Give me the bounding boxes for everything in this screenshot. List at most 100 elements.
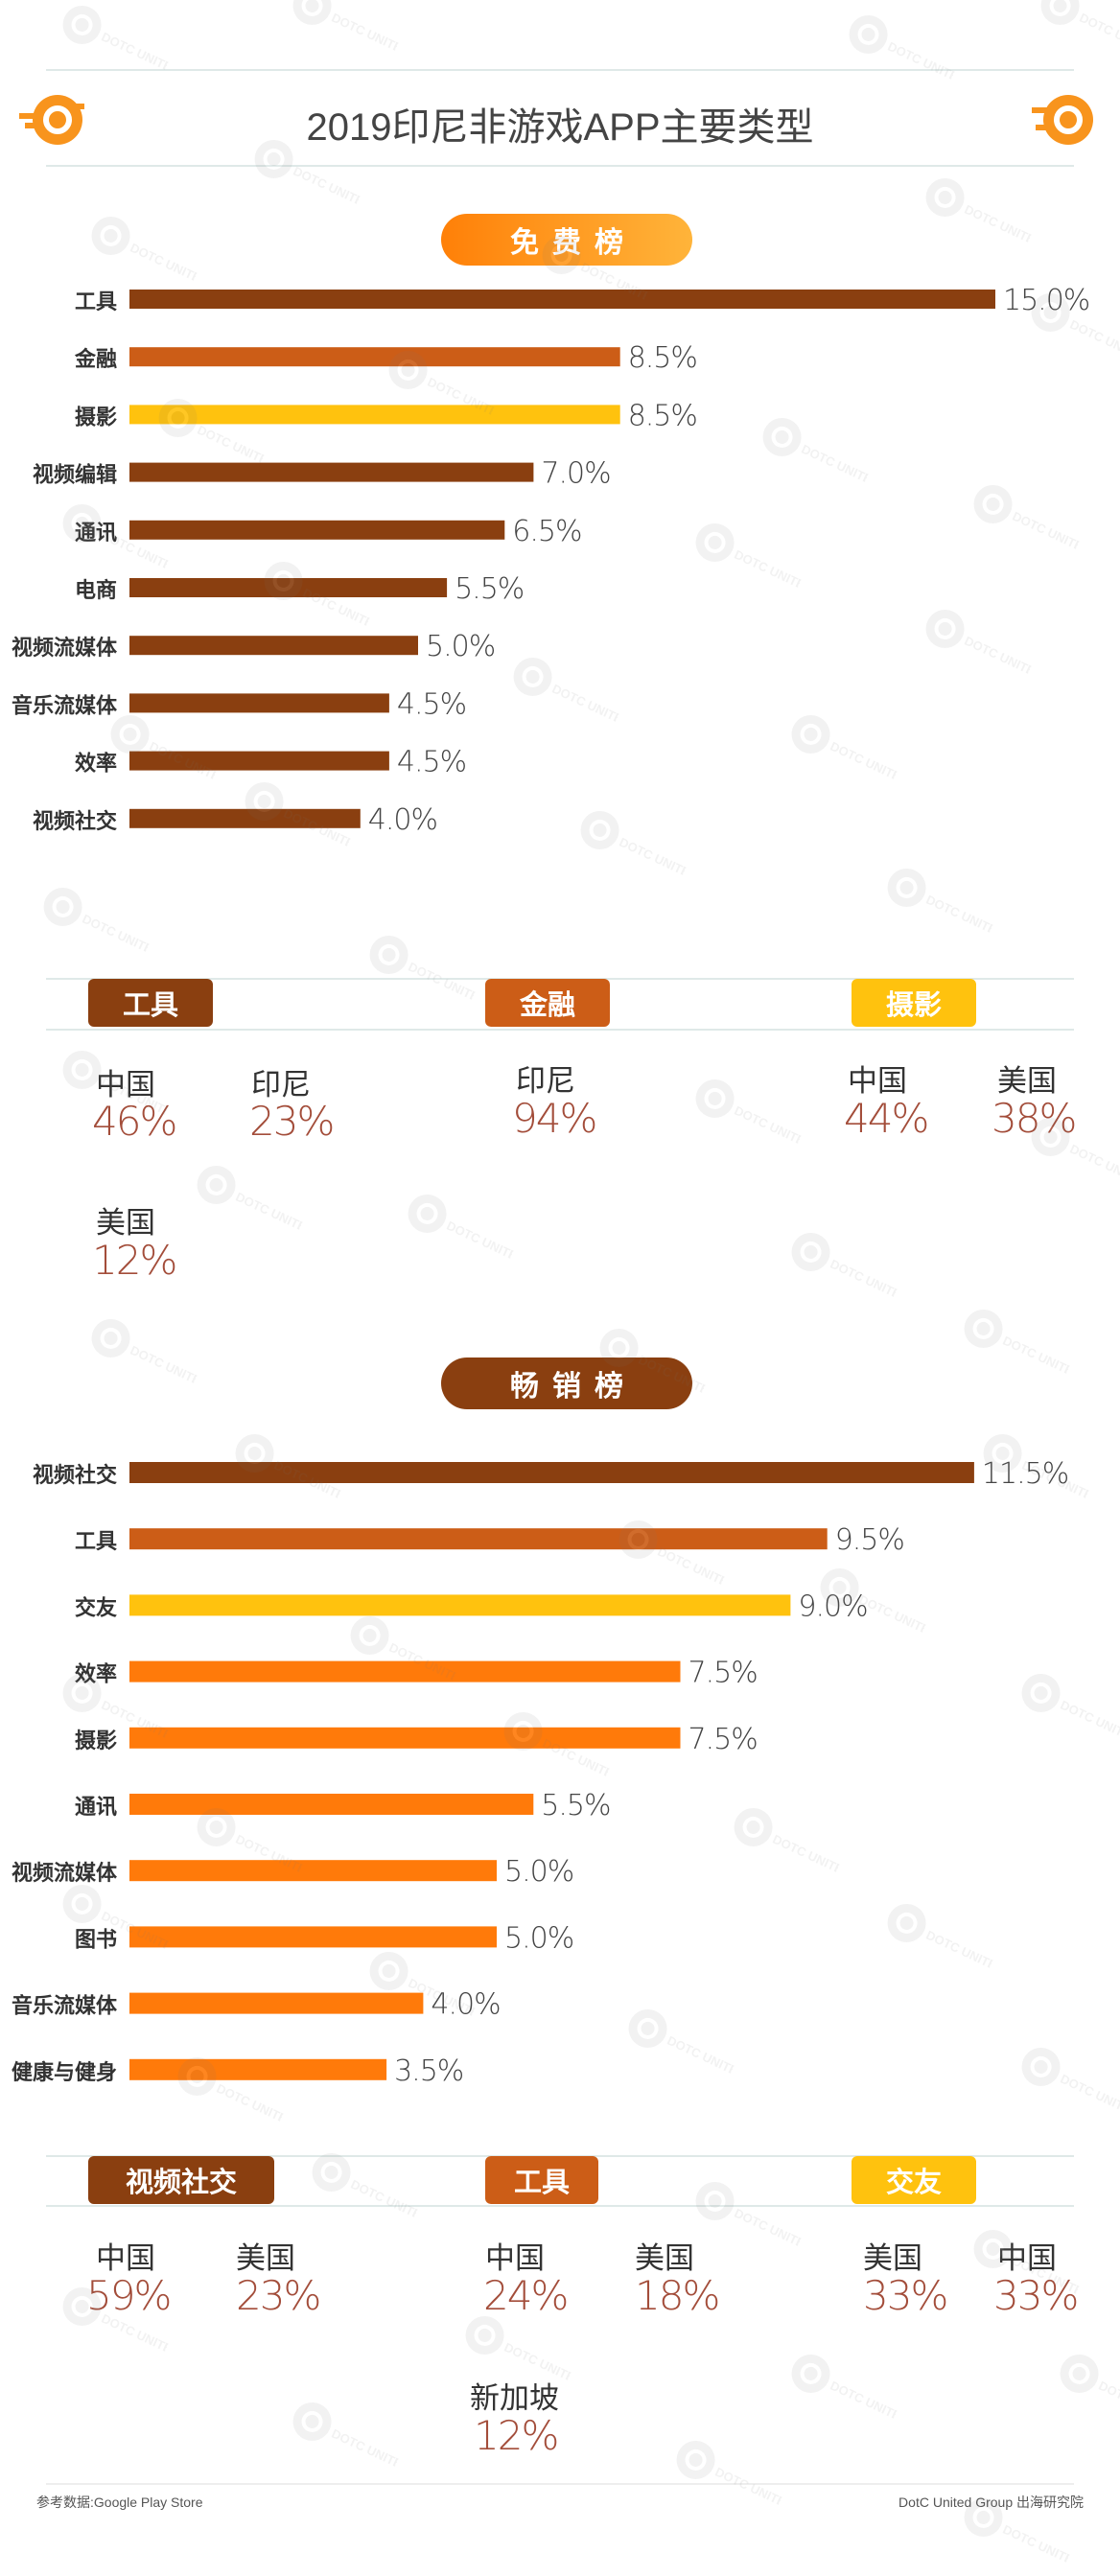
grossing-category-label: 健康与健身: [12, 2060, 117, 2084]
footer-brand: DotC United Group 出海研究院: [898, 2495, 1084, 2510]
grossing-bar: [129, 1727, 681, 1749]
watermark-icon: DOTC UNITED: [676, 2440, 790, 2514]
grossing-tag-dating: 交友: [852, 2156, 976, 2204]
grossing-bar: [129, 1926, 497, 1948]
free-bar: [129, 290, 995, 309]
free-tag-finance: 金融: [485, 979, 610, 1027]
grossing-dating-country-2: 中国: [997, 2241, 1057, 2275]
grossing-tool-country-3: 新加坡: [470, 2381, 559, 2415]
svg-text:DOTC UNITED: DOTC UNITED: [1001, 2522, 1078, 2571]
svg-text:DOTC UNITED: DOTC UNITED: [733, 2206, 809, 2255]
watermark-icon: DOTC UNITED: [369, 935, 483, 1009]
watermark-icon: DOTC UNITED: [964, 1309, 1078, 1382]
grossing-social-pct-2: 23%: [236, 2272, 321, 2319]
grossing-bar: [129, 1528, 828, 1550]
free-category-label: 视频社交: [33, 809, 117, 833]
watermark-icon: DOTC UNITED: [62, 5, 176, 79]
free-value-label: 4.5%: [397, 746, 466, 779]
free-tag-photo: 摄影: [852, 979, 976, 1027]
free-tool-pct-1: 46%: [92, 1098, 177, 1145]
grossing-social-country-1: 中国: [96, 2241, 155, 2275]
grossing-value-label: 7.5%: [688, 1723, 758, 1756]
watermark-icon: DOTC UNITED: [618, 1520, 733, 1593]
watermark-icon: DOTC UNITED: [369, 1951, 483, 2025]
watermark-icon: DOTC UNITED: [973, 2229, 1087, 2303]
watermark-icon: DOTC UNITED: [791, 1232, 905, 1306]
grossing-category-label: 摄影: [75, 1729, 117, 1752]
free-bar: [129, 520, 505, 540]
free-category-label: 摄影: [75, 405, 117, 429]
svg-text:DOTC UNITED: DOTC UNITED: [886, 39, 963, 88]
svg-text:DOTC UNITED: DOTC UNITED: [1078, 11, 1120, 59]
svg-text:DOTC UNITED: DOTC UNITED: [100, 30, 176, 79]
svg-text:DOTC UNITED: DOTC UNITED: [445, 1218, 522, 1267]
grossing-category-label: 效率: [75, 1662, 117, 1686]
grossing-category-label: 交友: [75, 1595, 117, 1619]
free-value-label: 6.5%: [512, 515, 581, 548]
svg-text:DOTC UNITED: DOTC UNITED: [81, 912, 157, 961]
free-finance-pct-1: 94%: [512, 1095, 597, 1142]
free-value-label: 5.5%: [455, 572, 524, 606]
grossing-value-label: 3.5%: [394, 2054, 463, 2088]
watermark-icon: DOTC UNITED: [408, 1194, 522, 1267]
free-bar: [129, 462, 534, 482]
free-photo-country-1: 中国: [848, 1064, 907, 1098]
free-value-label: 8.5%: [628, 399, 697, 432]
dotc-logo-right-icon: [1032, 95, 1093, 145]
svg-text:DOTC UNITED: DOTC UNITED: [330, 2426, 407, 2475]
watermark-icon: DOTC UNITED: [350, 1615, 464, 1689]
grossing-value-label: 9.0%: [798, 1590, 867, 1623]
svg-text:DOTC UNITED: DOTC UNITED: [1059, 2072, 1120, 2121]
watermark-icon: DOTC UNITED: [197, 1807, 311, 1881]
free-bar: [129, 751, 389, 771]
free-bar: [129, 347, 620, 367]
footer-source: 参考数据:Google Play Store: [36, 2495, 203, 2510]
free-value-label: 5.0%: [426, 630, 495, 663]
watermark-icon: DOTC UNITED: [695, 2181, 809, 2255]
grossing-value-label: 5.0%: [504, 1921, 573, 1955]
svg-text:DOTC UNITED: DOTC UNITED: [1097, 2379, 1120, 2427]
free-finance-country-1: 印尼: [516, 1064, 575, 1098]
watermark-icon: DOTC UNITED: [292, 2402, 407, 2475]
grossing-bar: [129, 1660, 681, 1683]
grossing-tool-pct-2: 18%: [635, 2272, 720, 2319]
free-category-label: 音乐流媒体: [12, 693, 118, 717]
watermark-icon: DOTC UNITED: [695, 1079, 809, 1152]
free-list-chart: 工具 15.0% 金融 8.5% 摄影 8.5% 视频编辑 7.0% 通讯 6.5% 电商 5.5% 视…: [12, 284, 1090, 837]
grossing-value-label: 5.0%: [504, 1855, 573, 1889]
svg-text:DOTC UNITED: DOTC UNITED: [1001, 1334, 1078, 1382]
grossing-tag-social-video: 视频社交: [88, 2156, 274, 2204]
watermark-icon: DOTC UNITED: [1060, 2354, 1120, 2427]
free-category-label: 效率: [75, 752, 117, 776]
svg-text:DOTC UNITED: DOTC UNITED: [234, 1190, 311, 1239]
watermark-icon: DOTC UNITED: [925, 177, 1039, 251]
grossing-social-pct-1: 59%: [86, 2272, 172, 2319]
grossing-dating-country-1: 美国: [863, 2241, 922, 2275]
grossing-bar: [129, 1462, 974, 1483]
free-photo-pct-1: 44%: [844, 1095, 929, 1142]
free-bar: [129, 693, 389, 713]
free-value-label: 7.0%: [541, 457, 610, 491]
grossing-bar: [129, 1594, 791, 1616]
free-tool-pct-2: 23%: [249, 1098, 335, 1145]
free-bar: [129, 636, 418, 656]
free-category-label: 视频编辑: [33, 463, 117, 487]
svg-text:DOTC UNITED: DOTC UNITED: [828, 2379, 905, 2427]
svg-text:DOTC UNITED: DOTC UNITED: [733, 1103, 809, 1152]
free-breakdown-bottom-rule: [46, 1029, 1074, 1031]
svg-text:DOTC UNITED: DOTC UNITED: [330, 11, 407, 59]
grossing-tag-tool: 工具: [485, 2156, 598, 2204]
watermark-icon: DOTC UNITED: [43, 887, 157, 961]
header-top-rule: [46, 69, 1074, 71]
grossing-tool-pct-3: 12%: [474, 2412, 559, 2459]
watermark-icon: DOTC UNITED: [91, 1318, 205, 1392]
grossing-tool-country-1: 中国: [485, 2241, 545, 2275]
grossing-social-country-2: 美国: [236, 2241, 295, 2275]
footer-rule: [46, 2483, 1074, 2485]
grossing-bar: [129, 2058, 387, 2080]
svg-text:DOTC UNITED: DOTC UNITED: [828, 1257, 905, 1306]
free-value-label: 4.0%: [368, 803, 437, 837]
watermark-icon: DOTC UNITED: [791, 2354, 905, 2427]
free-photo-country-2: 美国: [997, 1064, 1057, 1098]
svg-text:DOTC UNITED: DOTC UNITED: [1068, 1142, 1120, 1191]
